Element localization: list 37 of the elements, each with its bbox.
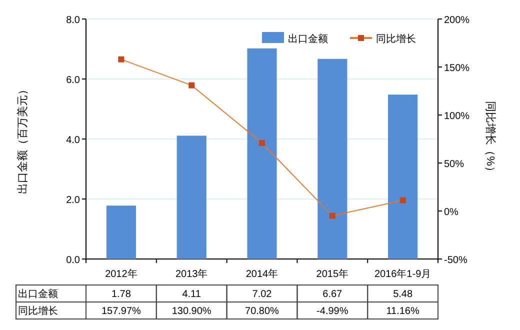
y2-tick-label: 100% bbox=[444, 111, 470, 122]
data-label: 157.97% bbox=[101, 306, 142, 317]
text: 出口金额 bbox=[18, 289, 58, 300]
data-label: 1.78 bbox=[111, 289, 132, 300]
bar bbox=[247, 48, 277, 259]
data-label: 4.11 bbox=[182, 289, 202, 300]
x-tick-label: 2013年 bbox=[175, 268, 208, 280]
y-tick-label: 0.0 bbox=[66, 255, 80, 266]
y2-axis-title: 同比增长（%） bbox=[484, 101, 497, 177]
y2-tick-label: 0% bbox=[444, 207, 459, 218]
bar bbox=[176, 136, 206, 259]
data-label: 70.80% bbox=[245, 306, 280, 317]
bar bbox=[106, 206, 136, 259]
y2-tick-label: 50% bbox=[444, 159, 464, 170]
data-label: -4.99% bbox=[316, 306, 348, 317]
y-axis-title: 出口金额（百万美元） bbox=[16, 84, 29, 194]
y-tick-label: 4.0 bbox=[66, 135, 80, 146]
legend-label: 出口金额 bbox=[288, 33, 328, 45]
legend-label: 同比增长 bbox=[376, 33, 416, 45]
data-label: 5.48 bbox=[393, 289, 413, 300]
x-tick-label: 2016年1-9月 bbox=[374, 268, 432, 280]
x-tick-label: 2015年 bbox=[316, 268, 349, 280]
text: 同比增长 bbox=[18, 306, 58, 317]
y-tick-label: 8.0 bbox=[66, 15, 80, 26]
y-tick-label: 2.0 bbox=[66, 195, 80, 206]
y2-tick-label: 200% bbox=[444, 15, 470, 26]
bar bbox=[388, 94, 418, 259]
data-label: 130.90% bbox=[172, 306, 212, 317]
x-tick-label: 2012年 bbox=[105, 268, 138, 280]
data-label: 7.02 bbox=[252, 289, 272, 300]
y2-tick-label: -50% bbox=[444, 255, 468, 266]
y2-tick-label: 150% bbox=[444, 63, 470, 74]
x-tick-label: 2014年 bbox=[246, 268, 278, 280]
bar bbox=[318, 58, 348, 259]
data-label: 6.67 bbox=[322, 289, 343, 300]
data-label: 11.16% bbox=[386, 306, 420, 317]
y-tick-label: 6.0 bbox=[66, 75, 80, 86]
